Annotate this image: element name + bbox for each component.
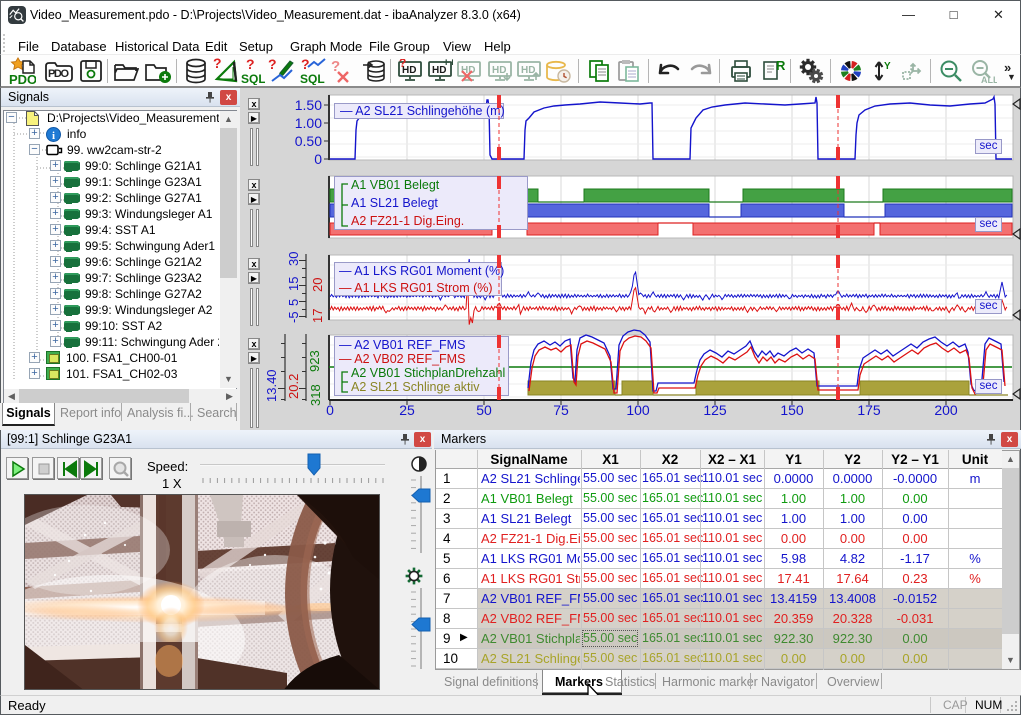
svg-text:PDO: PDO (9, 72, 36, 85)
svg-text:R: R (776, 58, 785, 73)
svg-text:?: ? (213, 57, 222, 71)
svg-text:ALL: ALL (981, 75, 997, 84)
svg-text:?: ? (399, 59, 406, 70)
svg-text:?: ? (301, 57, 310, 72)
svg-text:SQL: SQL (241, 72, 265, 85)
svg-text:?: ? (268, 57, 277, 72)
svg-text:?: ? (246, 57, 255, 72)
svg-text:SQL: SQL (300, 72, 325, 85)
svg-text:Y: Y (884, 61, 891, 72)
svg-text:HD: HD (461, 65, 475, 76)
svg-text:i: i (52, 130, 55, 142)
svg-text:?: ? (331, 58, 340, 75)
svg-text:PDO: PDO (48, 68, 69, 80)
svg-text:HD: HD (402, 65, 416, 76)
svg-text:++: ++ (443, 59, 453, 69)
svg-text:HD: HD (521, 65, 535, 76)
svg-text:HD: HD (432, 65, 446, 76)
svg-text:HD: HD (492, 65, 506, 76)
